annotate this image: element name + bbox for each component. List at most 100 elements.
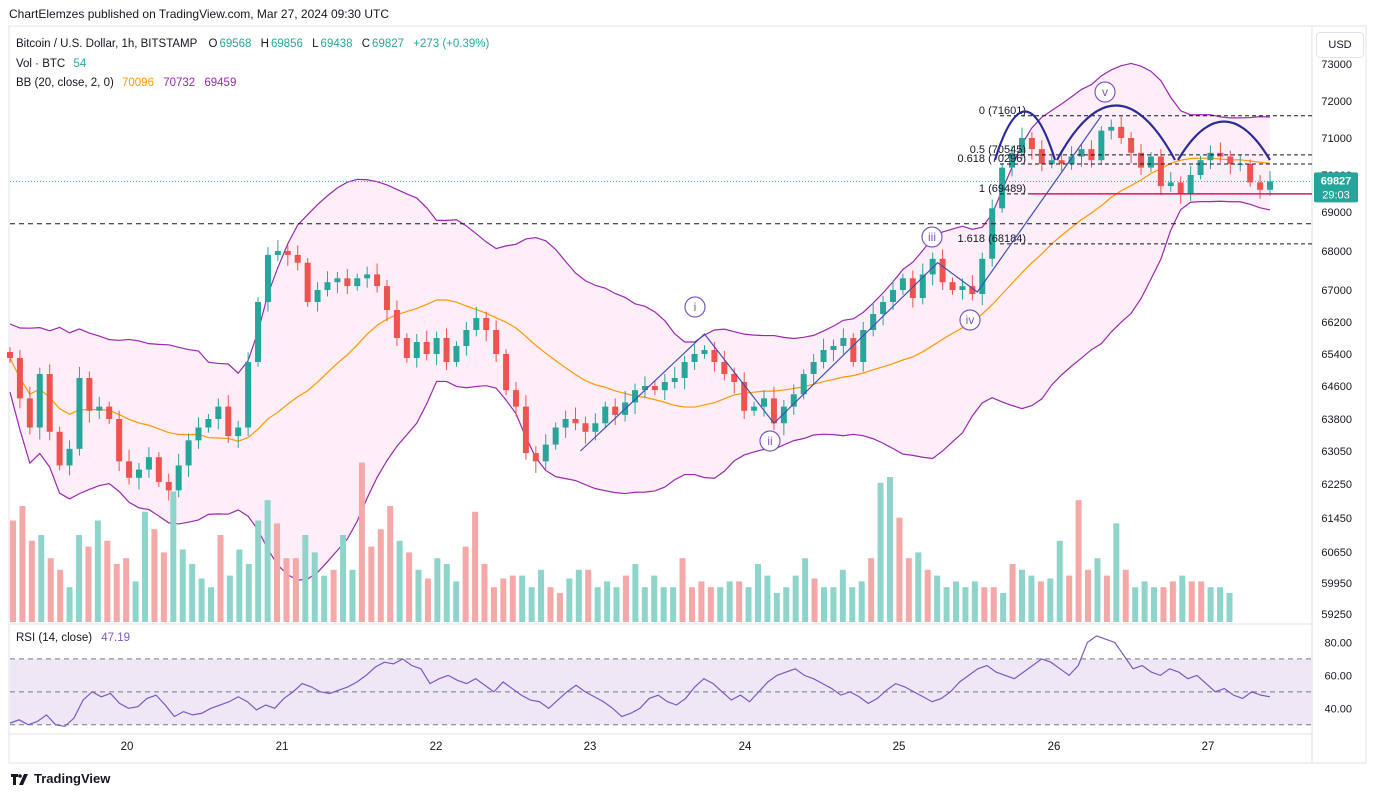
tradingview-logo[interactable]: TradingView [11, 771, 110, 786]
symbol-label[interactable]: Bitcoin / U.S. Dollar, 1h, BITSTAMP [16, 38, 198, 50]
volume-bar [613, 587, 620, 622]
volume-bar [132, 581, 139, 622]
volume-bar [1056, 540, 1063, 622]
wave-label: i [694, 300, 697, 314]
candle-body [1078, 149, 1085, 157]
tradingview-brand: TradingView [34, 771, 111, 786]
candle-body [1058, 160, 1065, 164]
volume-bar [1132, 587, 1139, 622]
high-label: H [260, 38, 269, 50]
candle-body [661, 382, 668, 391]
candle-body [850, 338, 857, 362]
bollinger-basis-line [9, 157, 1271, 442]
currency-button[interactable]: USD [1316, 32, 1364, 58]
candle-body [1177, 182, 1184, 194]
rsi-label[interactable]: RSI (14, close) [16, 632, 93, 644]
volume-bar [94, 520, 101, 622]
candle-body [731, 374, 738, 382]
candle-body [205, 419, 212, 428]
volume-bar [377, 529, 384, 622]
candle-body [800, 374, 807, 395]
candle-body [403, 338, 410, 358]
candle-body [1068, 156, 1075, 164]
volume-bar [10, 520, 16, 622]
candle-body [443, 338, 450, 362]
candle-body [701, 350, 708, 354]
rsi-tick-label: 60.00 [1324, 670, 1352, 682]
wave-label-circle [959, 309, 981, 331]
candle-body [7, 352, 13, 358]
last-price-tag [1314, 172, 1358, 203]
volume-bar [953, 581, 959, 622]
volume-bar [981, 587, 988, 622]
rsi-legend: RSI (14, close) 47.19 [16, 632, 130, 644]
volume-value: 54 [73, 57, 87, 70]
volume-bar [622, 575, 629, 622]
volume-bar [500, 578, 507, 622]
arc-pattern [993, 110, 1057, 161]
time-tick-label: 22 [430, 741, 443, 753]
volume-bar [443, 564, 450, 622]
chart-frame [8, 25, 1367, 764]
volume-bar [321, 575, 328, 622]
volume-bar [160, 552, 167, 622]
volume-bar [556, 593, 563, 622]
volume-bar [839, 569, 846, 622]
bb-label[interactable]: BB (20, close, 2, 0) [16, 77, 114, 89]
volume-bar [943, 587, 950, 622]
fib-level-label: 0.5 (70545) [970, 144, 1026, 156]
volume-bar [396, 540, 403, 622]
candle-body [741, 382, 748, 411]
open-label: O [208, 38, 218, 50]
candle-body [175, 465, 182, 491]
volume-bar [1028, 575, 1035, 622]
candle-body [274, 251, 281, 255]
volume-bar [1047, 578, 1054, 622]
candle-body [453, 346, 460, 362]
volume-bar [698, 581, 705, 622]
volume-bar [1151, 587, 1158, 622]
candle-body [354, 278, 361, 287]
candle-body [999, 167, 1006, 209]
candle-body [840, 338, 847, 346]
volume-bar [858, 581, 865, 622]
candle-body [632, 390, 639, 403]
candle-body [820, 350, 827, 362]
volume-bar [849, 587, 856, 622]
price-tick-label: 60650 [1321, 547, 1352, 559]
volume-bar [76, 535, 83, 622]
elliott-wave-path [580, 115, 1102, 452]
price-tick-label: 59950 [1321, 578, 1352, 590]
rsi-tick-label: 40.00 [1324, 703, 1352, 715]
rsi-value: 47.19 [101, 632, 131, 644]
volume-bar [424, 578, 431, 622]
bb-basis-value: 70096 [122, 77, 154, 89]
candle-body [56, 431, 63, 466]
candle-body [1217, 152, 1224, 157]
candle-body [473, 318, 480, 330]
volume-bar [868, 558, 875, 622]
volume-label[interactable]: Vol · BTC [16, 57, 66, 70]
candle-body [542, 444, 549, 462]
candle-body [364, 274, 371, 279]
candle-body [116, 419, 123, 462]
candle-body [284, 251, 291, 255]
candle-body [1267, 181, 1273, 190]
candle-body [1257, 182, 1264, 190]
volume-bar [736, 581, 743, 622]
candle-body [145, 457, 152, 470]
volume-bar [217, 535, 224, 622]
candle-body [770, 398, 777, 424]
price-tick-label: 69000 [1321, 207, 1352, 219]
candle-body [374, 274, 381, 287]
candle-body [165, 481, 172, 491]
candle-body [1088, 149, 1095, 161]
volume-bar [292, 558, 299, 622]
volume-bar [481, 564, 488, 622]
volume-bar [632, 564, 639, 622]
price-tick-label: 71000 [1321, 133, 1352, 145]
fib-level-label: 0 (71601) [979, 105, 1026, 117]
volume-bar [783, 587, 790, 622]
wave-label: v [1102, 85, 1108, 99]
volume-bar [585, 569, 592, 622]
